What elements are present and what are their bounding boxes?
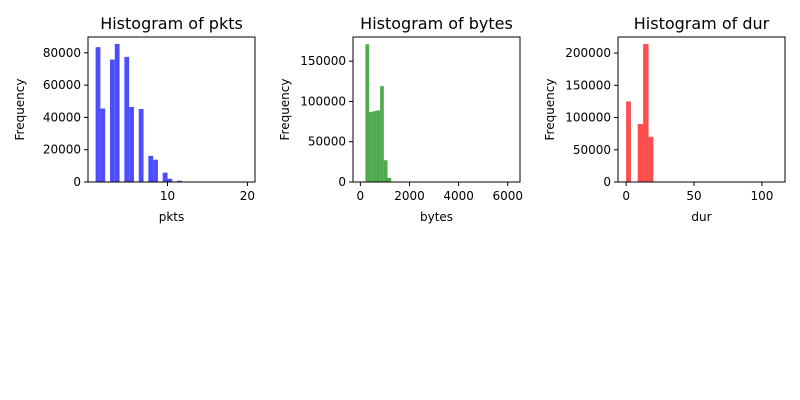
x-tick-label: 20 [240, 189, 255, 203]
histogram-bar [383, 160, 388, 182]
x-tick-label: 0 [357, 189, 365, 203]
chart-bytes: 0 2000 4000 6000 0 50000 100000 150000 Histogram… [278, 14, 523, 224]
y-tick-label: 150000 [300, 54, 346, 68]
x-tick-label: 2000 [394, 189, 425, 203]
x-tick-label: 0 [622, 189, 630, 203]
histogram-bar [365, 44, 370, 182]
y-tick-label: 60000 [43, 78, 81, 92]
histogram-bar [648, 136, 654, 182]
histogram-bar [643, 44, 649, 182]
x-axis-label: pkts [159, 210, 185, 224]
x-axis-label: dur [691, 210, 711, 224]
histogram-bar [167, 178, 173, 182]
y-tick-label: 0 [73, 175, 81, 189]
histogram-bar [372, 111, 377, 182]
histogram-bar [387, 177, 392, 182]
histogram-bar [637, 124, 644, 182]
x-tick-label: 100 [750, 189, 773, 203]
y-axis-label: Frequency [278, 79, 292, 141]
y-tick-label: 100000 [565, 111, 611, 125]
x-tick-label: 6000 [492, 189, 523, 203]
x-tick-label: 4000 [443, 189, 474, 203]
chart-title: Histogram of bytes [360, 14, 513, 33]
chart-title: Histogram of pkts [100, 14, 243, 33]
y-tick-label: 80000 [43, 46, 81, 60]
histogram-bar [153, 159, 158, 182]
y-axis-label: Frequency [543, 79, 557, 141]
x-tick-label: 50 [686, 189, 701, 203]
y-tick-label: 200000 [565, 46, 611, 60]
chart-dur: 0 50 100 0 50000 100000 150000 200000 Histogram … [543, 14, 786, 224]
histogram-bar [162, 172, 168, 182]
histogram-bar [100, 108, 106, 182]
y-axis-label: Frequency [13, 79, 27, 141]
histogram-bar [369, 111, 373, 182]
plot-frame [87, 36, 256, 183]
chart-title: Histogram of dur [634, 14, 770, 33]
y-tick-label: 20000 [43, 143, 81, 157]
histogram-bar [124, 56, 130, 182]
chart-pkts: 10 20 0 20000 40000 60000 80000 Histogram of pk… [13, 14, 256, 224]
x-axis-label: bytes [420, 210, 453, 224]
histogram-bar [95, 47, 101, 182]
histogram-bar [380, 86, 384, 182]
y-tick-label: 0 [603, 175, 611, 189]
y-tick-label: 50000 [573, 143, 611, 157]
y-tick-label: 0 [338, 175, 346, 189]
x-tick-label: 10 [160, 189, 175, 203]
histogram-bar [376, 110, 381, 182]
histogram-bar [177, 180, 182, 182]
histogram-bar [626, 101, 631, 182]
histogram-bar [138, 109, 144, 182]
histogram-bar [148, 155, 154, 182]
histogram-bar [109, 59, 115, 182]
plot-frame [617, 36, 786, 183]
y-tick-label: 50000 [308, 135, 346, 149]
histogram-bar [129, 106, 134, 182]
y-tick-label: 100000 [300, 94, 346, 108]
histogram-bar [114, 43, 120, 182]
y-tick-label: 150000 [565, 78, 611, 92]
y-tick-label: 40000 [43, 110, 81, 124]
plot-frame [352, 36, 521, 183]
